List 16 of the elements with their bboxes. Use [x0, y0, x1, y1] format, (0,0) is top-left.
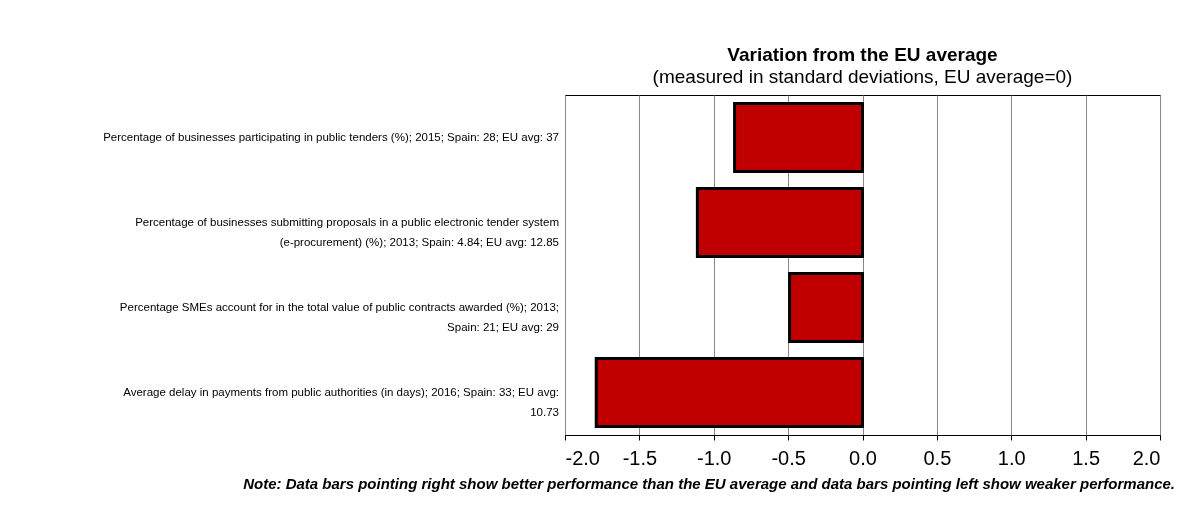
y-tick-label: Average delay in payments from public authorities (in days); 2016; Spain: 33; EU avg: 10.73 — [123, 385, 559, 418]
chart-subtitle: (measured in standard deviations, EU average=0) — [652, 66, 1073, 87]
x-tick-label: 1.5 — [1072, 446, 1101, 469]
x-tick-label: 1.0 — [997, 446, 1026, 469]
x-tick-label: 0.5 — [923, 446, 952, 469]
x-tick-label: 0.0 — [849, 446, 877, 469]
text: Note: Data bars pointing right show better performance than the EU average and data bars pointing left show weaker performance. — [243, 475, 1175, 492]
y-tick-label: Percentage SMEs account for in the total value of public contracts awarded (%); 2013; Spain: 21; EU avg: 29 — [119, 300, 559, 333]
x-tick-label: -1.0 — [697, 446, 732, 469]
x-tick-label: -1.5 — [622, 446, 658, 469]
x-tick-label: -2.0 — [565, 446, 600, 469]
y-tick-label: Percentage of businesses participating in public tenders (%); 2015; Spain: 28; EU avg: 37 — [103, 130, 559, 143]
y-tick-label: Percentage of businesses submitting proposals in a public electronic tender system (e-procurement) (%); 2013; Spain: 4.84; EU avg: 12.85 — [135, 215, 559, 248]
x-tick-label: -0.5 — [771, 446, 806, 469]
chart-title: Variation from the EU average — [727, 44, 998, 65]
x-tick-label: 2.0 — [1132, 446, 1161, 469]
